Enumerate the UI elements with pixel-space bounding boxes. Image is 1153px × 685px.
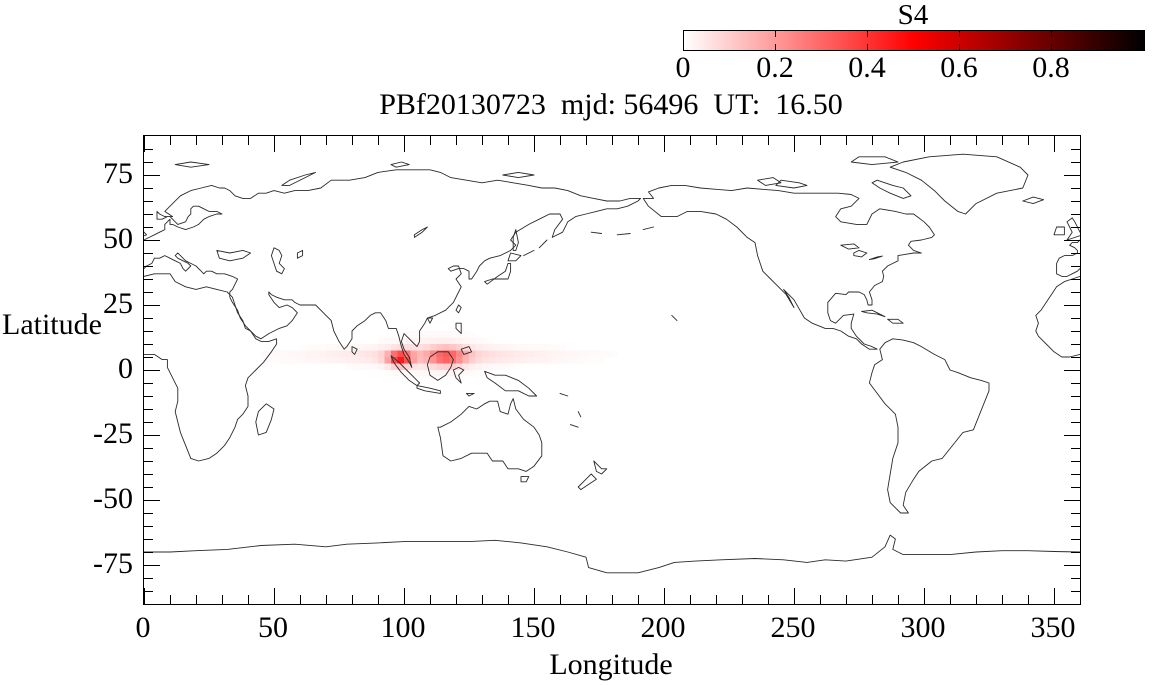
x-tick-label: 150 — [510, 611, 556, 644]
axis-ticks — [144, 136, 1080, 604]
coastlines — [144, 153, 1080, 574]
x-tick-label: 200 — [640, 611, 686, 644]
x-tick-label: 300 — [900, 611, 946, 644]
x-tick-label: 350 — [1030, 611, 1076, 644]
heatmap-cells — [261, 331, 619, 377]
y-tick-label: 50 — [103, 222, 133, 255]
colorbar-tick — [867, 44, 868, 50]
y-tick-label: 75 — [103, 157, 133, 190]
colorbar-tick — [959, 31, 960, 37]
x-tick-label: 50 — [258, 611, 288, 644]
colorbar-tick — [775, 31, 776, 37]
y-tick-label: -50 — [93, 482, 133, 515]
colorbar-tick-label: 0 — [675, 51, 691, 84]
colorbar-title: S4 — [897, 0, 929, 31]
y-tick-label: 25 — [103, 287, 133, 320]
colorbar-tick-label: 0.2 — [756, 51, 794, 84]
x-tick-label: 0 — [135, 611, 151, 644]
colorbar-tick — [867, 31, 868, 37]
colorbar-tick — [1051, 44, 1052, 50]
x-tick-label: 250 — [770, 611, 816, 644]
colorbar-tick-label: 0.8 — [1032, 51, 1070, 84]
x-tick-label: 100 — [380, 611, 426, 644]
y-tick-label: 0 — [118, 352, 133, 385]
colorbar-tick — [959, 44, 960, 50]
y-tick-label: -75 — [93, 547, 133, 580]
plot-area — [143, 135, 1081, 605]
plot-title: PBf20130723 mjd: 56496 UT: 16.50 — [379, 88, 843, 121]
colorbar-tick — [1051, 31, 1052, 37]
y-tick-label: -25 — [93, 417, 133, 450]
colorbar-tick-label: 0.6 — [940, 51, 978, 84]
colorbar — [683, 30, 1145, 51]
colorbar-tick — [775, 44, 776, 50]
colorbar-tick-label: 0.4 — [848, 51, 886, 84]
y-axis-label: Latitude — [2, 308, 102, 341]
x-axis-label: Longitude — [549, 648, 673, 681]
world-map — [144, 136, 1080, 604]
